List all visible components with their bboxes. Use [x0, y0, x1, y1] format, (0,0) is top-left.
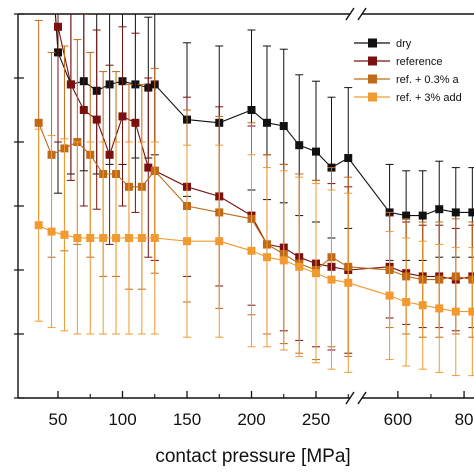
- x-tick-label: 250: [302, 410, 330, 429]
- legend-label: dry: [396, 38, 412, 50]
- data-point: [385, 291, 394, 300]
- data-point: [262, 118, 271, 127]
- data-point: [215, 237, 224, 246]
- data-point: [112, 234, 121, 242]
- data-point: [183, 237, 191, 246]
- data-point: [279, 122, 288, 130]
- data-point: [312, 147, 320, 156]
- legend-marker: [368, 92, 377, 102]
- data-point: [344, 154, 353, 162]
- legend: dry reference ref. + 0.3% a ref. + 3% add: [354, 38, 462, 104]
- data-point: [105, 150, 114, 159]
- legend-marker: [368, 56, 377, 66]
- data-point: [295, 141, 304, 150]
- data-point: [34, 118, 43, 127]
- data-point: [124, 234, 133, 242]
- data-point: [327, 275, 336, 284]
- series-3: [34, 128, 474, 377]
- data-point: [312, 269, 320, 278]
- series-line: [38, 122, 473, 281]
- data-point: [150, 234, 159, 242]
- data-point: [468, 307, 474, 316]
- x-tick-label: 50: [49, 410, 68, 429]
- legend-label: ref. + 3% add: [396, 92, 462, 104]
- x-tick-label: 200: [237, 410, 265, 429]
- data-point: [137, 234, 146, 242]
- axes: 50 100 150 200 250 600 80: [14, 7, 474, 429]
- x-tick-label: 100: [108, 410, 136, 429]
- data-point: [79, 106, 88, 114]
- data-point: [451, 208, 460, 217]
- series-layer: [34, 14, 474, 377]
- data-point: [144, 163, 153, 172]
- data-point: [247, 246, 256, 255]
- axis-break-mark: [357, 391, 367, 405]
- data-point: [54, 22, 62, 31]
- data-point: [99, 234, 108, 242]
- data-point: [73, 234, 82, 242]
- data-point: [60, 230, 69, 239]
- legend-marker: [368, 38, 377, 48]
- x-tick-label: 150: [173, 410, 201, 429]
- data-point: [262, 253, 271, 262]
- x-axis-title: contact pressure [MPa]: [155, 446, 350, 467]
- data-point: [279, 256, 288, 265]
- data-point: [86, 234, 95, 242]
- data-point: [295, 262, 304, 271]
- axis-break-mark: [345, 391, 355, 405]
- data-point: [468, 208, 474, 217]
- x-tick-label: 80: [455, 410, 474, 429]
- data-point: [131, 118, 140, 127]
- data-point: [247, 106, 256, 114]
- data-point: [418, 211, 427, 220]
- axis-break-mark: [345, 7, 355, 21]
- legend-marker: [368, 74, 377, 84]
- data-point: [92, 115, 101, 124]
- data-point: [118, 112, 127, 121]
- axis-break-mark: [357, 7, 367, 21]
- data-point: [66, 80, 75, 89]
- data-point: [344, 278, 353, 287]
- data-point: [402, 298, 411, 306]
- data-point: [47, 227, 56, 236]
- data-point: [418, 301, 427, 310]
- data-point: [34, 221, 43, 230]
- data-point: [435, 304, 444, 313]
- data-point: [435, 205, 444, 214]
- data-point: [468, 275, 474, 284]
- data-point: [402, 211, 411, 220]
- legend-label: ref. + 0.3% a: [396, 74, 460, 86]
- legend-label: reference: [396, 56, 442, 68]
- x-tick-label: 600: [384, 410, 412, 429]
- data-point: [451, 307, 460, 316]
